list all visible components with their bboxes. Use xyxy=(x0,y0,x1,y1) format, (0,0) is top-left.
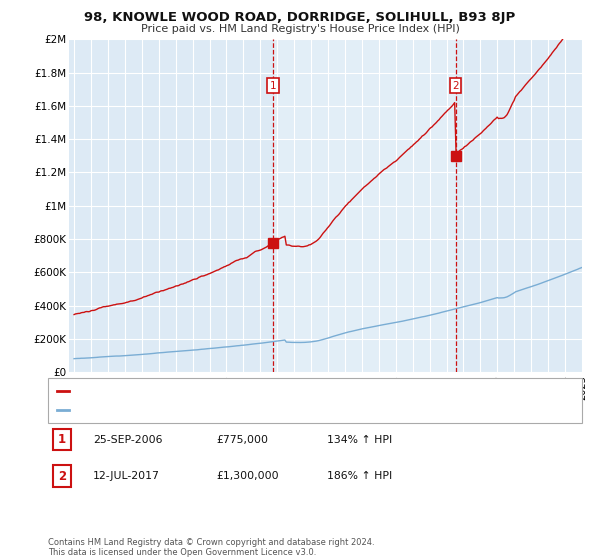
Text: 12-JUL-2017: 12-JUL-2017 xyxy=(93,471,160,481)
Text: Price paid vs. HM Land Registry's House Price Index (HPI): Price paid vs. HM Land Registry's House … xyxy=(140,24,460,34)
Text: 25-SEP-2006: 25-SEP-2006 xyxy=(93,435,163,445)
Bar xyxy=(272,39,455,372)
Text: Contains HM Land Registry data © Crown copyright and database right 2024.
This d: Contains HM Land Registry data © Crown c… xyxy=(48,538,374,557)
Text: 1: 1 xyxy=(269,81,276,91)
Text: £1,300,000: £1,300,000 xyxy=(216,471,278,481)
Text: 98, KNOWLE WOOD ROAD, DORRIDGE, SOLIHULL, B93 8JP: 98, KNOWLE WOOD ROAD, DORRIDGE, SOLIHULL… xyxy=(85,11,515,24)
Text: 2: 2 xyxy=(58,469,66,483)
Text: HPI: Average price, detached house, Solihull: HPI: Average price, detached house, Soli… xyxy=(73,406,283,415)
Text: 1: 1 xyxy=(58,433,66,446)
Text: 186% ↑ HPI: 186% ↑ HPI xyxy=(327,471,392,481)
Text: 2: 2 xyxy=(452,81,459,91)
Text: 134% ↑ HPI: 134% ↑ HPI xyxy=(327,435,392,445)
Text: 98, KNOWLE WOOD ROAD, DORRIDGE, SOLIHULL, B93 8JP (detached house): 98, KNOWLE WOOD ROAD, DORRIDGE, SOLIHULL… xyxy=(73,386,435,395)
Text: £775,000: £775,000 xyxy=(216,435,268,445)
